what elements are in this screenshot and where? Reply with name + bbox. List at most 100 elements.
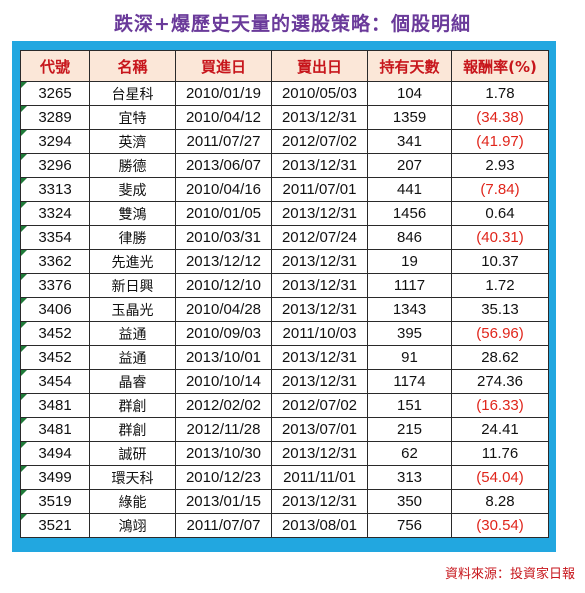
cell-code: 3294 [20, 129, 90, 154]
cell-return: 28.62 [451, 345, 549, 370]
cell-code: 3499 [20, 465, 90, 490]
cell-holding-days: 350 [367, 489, 452, 514]
cell-return: 0.64 [451, 201, 549, 226]
table-row: 3452 益通 2013/10/01 2013/12/31 91 28.62 [20, 345, 549, 370]
cell-buy-date: 2011/07/07 [175, 513, 272, 538]
cell-name: 綠能 [89, 489, 176, 514]
header-holding-days: 持有天數 [367, 50, 452, 82]
cell-sell-date: 2012/07/02 [271, 393, 368, 418]
table-row: 3452 益通 2010/09/03 2011/10/03 395 (56.96) [20, 321, 549, 346]
cell-sell-date: 2013/12/31 [271, 345, 368, 370]
cell-holding-days: 756 [367, 513, 452, 538]
cell-return: (40.31) [451, 225, 549, 250]
header-name: 名稱 [89, 50, 176, 82]
cell-code: 3324 [20, 201, 90, 226]
cell-name: 群創 [89, 417, 176, 442]
table-row: 3354 律勝 2010/03/31 2012/07/24 846 (40.31) [20, 225, 549, 250]
cell-holding-days: 341 [367, 129, 452, 154]
cell-sell-date: 2010/05/03 [271, 81, 368, 106]
cell-code: 3452 [20, 345, 90, 370]
cell-return: 11.76 [451, 441, 549, 466]
cell-buy-date: 2010/12/10 [175, 273, 272, 298]
cell-name: 晶睿 [89, 369, 176, 394]
cell-code: 3265 [20, 81, 90, 106]
cell-sell-date: 2013/07/01 [271, 417, 368, 442]
cell-holding-days: 441 [367, 177, 452, 202]
cell-return: 274.36 [451, 369, 549, 394]
cell-return: 35.13 [451, 297, 549, 322]
cell-return: 24.41 [451, 417, 549, 442]
cell-return: 10.37 [451, 249, 549, 274]
cell-buy-date: 2013/06/07 [175, 153, 272, 178]
source-note: 資料來源：投資家日報 [444, 567, 575, 582]
cell-buy-date: 2010/01/19 [175, 81, 272, 106]
cell-sell-date: 2011/10/03 [271, 321, 368, 346]
table-row: 3481 群創 2012/02/02 2012/07/02 151 (16.33) [20, 393, 549, 418]
cell-holding-days: 1359 [367, 105, 452, 130]
cell-name: 新日興 [89, 273, 176, 298]
cell-code: 3296 [20, 153, 90, 178]
cell-code: 3354 [20, 225, 90, 250]
cell-code: 3521 [20, 513, 90, 538]
cell-name: 雙鴻 [89, 201, 176, 226]
table-row: 3521 鴻翊 2011/07/07 2013/08/01 756 (30.54) [20, 513, 549, 538]
table-row: 3494 誠研 2013/10/30 2013/12/31 62 11.76 [20, 441, 549, 466]
cell-name: 益通 [89, 321, 176, 346]
cell-name: 勝德 [89, 153, 176, 178]
cell-sell-date: 2013/08/01 [271, 513, 368, 538]
table-body: 3265 台星科 2010/01/19 2010/05/03 104 1.78 3289 宜特… [20, 81, 549, 538]
cell-return: (41.97) [451, 129, 549, 154]
cell-return: (34.38) [451, 105, 549, 130]
cell-name: 斐成 [89, 177, 176, 202]
cell-return: (7.84) [451, 177, 549, 202]
cell-name: 誠研 [89, 441, 176, 466]
cell-return: (30.54) [451, 513, 549, 538]
cell-sell-date: 2011/07/01 [271, 177, 368, 202]
table-row: 3519 綠能 2013/01/15 2013/12/31 350 8.28 [20, 489, 549, 514]
cell-buy-date: 2010/01/05 [175, 201, 272, 226]
cell-return: (54.04) [451, 465, 549, 490]
page-title: 跌深+爆歷史天量的選股策略：個股明細 [114, 13, 471, 35]
cell-buy-date: 2013/10/01 [175, 345, 272, 370]
cell-holding-days: 104 [367, 81, 452, 106]
cell-code: 3452 [20, 321, 90, 346]
cell-holding-days: 1174 [367, 369, 452, 394]
cell-holding-days: 846 [367, 225, 452, 250]
cell-buy-date: 2010/03/31 [175, 225, 272, 250]
table-row: 3289 宜特 2010/04/12 2013/12/31 1359 (34.38) [20, 105, 549, 130]
cell-name: 環天科 [89, 465, 176, 490]
table-row: 3294 英濟 2011/07/27 2012/07/02 341 (41.97) [20, 129, 549, 154]
table-row: 3376 新日興 2010/12/10 2013/12/31 1117 1.72 [20, 273, 549, 298]
cell-sell-date: 2013/12/31 [271, 153, 368, 178]
table-row: 3313 斐成 2010/04/16 2011/07/01 441 (7.84) [20, 177, 549, 202]
cell-code: 3289 [20, 105, 90, 130]
cell-holding-days: 91 [367, 345, 452, 370]
cell-holding-days: 313 [367, 465, 452, 490]
cell-code: 3376 [20, 273, 90, 298]
header-return: 報酬率(%) [451, 50, 549, 82]
cell-code: 3313 [20, 177, 90, 202]
cell-name: 群創 [89, 393, 176, 418]
cell-holding-days: 1456 [367, 201, 452, 226]
cell-return: (56.96) [451, 321, 549, 346]
cell-name: 台星科 [89, 81, 176, 106]
cell-buy-date: 2012/02/02 [175, 393, 272, 418]
cell-sell-date: 2013/12/31 [271, 489, 368, 514]
cell-buy-date: 2013/12/12 [175, 249, 272, 274]
cell-holding-days: 62 [367, 441, 452, 466]
cell-sell-date: 2013/12/31 [271, 249, 368, 274]
header-buy-date: 買進日 [175, 50, 272, 82]
table-row: 3296 勝德 2013/06/07 2013/12/31 207 2.93 [20, 153, 549, 178]
cell-sell-date: 2011/11/01 [271, 465, 368, 490]
cell-return: 2.93 [451, 153, 549, 178]
cell-buy-date: 2010/04/28 [175, 297, 272, 322]
header-sell-date: 賣出日 [271, 50, 368, 82]
table-row: 3499 環天科 2010/12/23 2011/11/01 313 (54.04) [20, 465, 549, 490]
table-row: 3406 玉晶光 2010/04/28 2013/12/31 1343 35.13 [20, 297, 549, 322]
cell-return: 8.28 [451, 489, 549, 514]
cell-return: (16.33) [451, 393, 549, 418]
cell-sell-date: 2013/12/31 [271, 369, 368, 394]
cell-sell-date: 2013/12/31 [271, 441, 368, 466]
cell-buy-date: 2011/07/27 [175, 129, 272, 154]
cell-holding-days: 207 [367, 153, 452, 178]
